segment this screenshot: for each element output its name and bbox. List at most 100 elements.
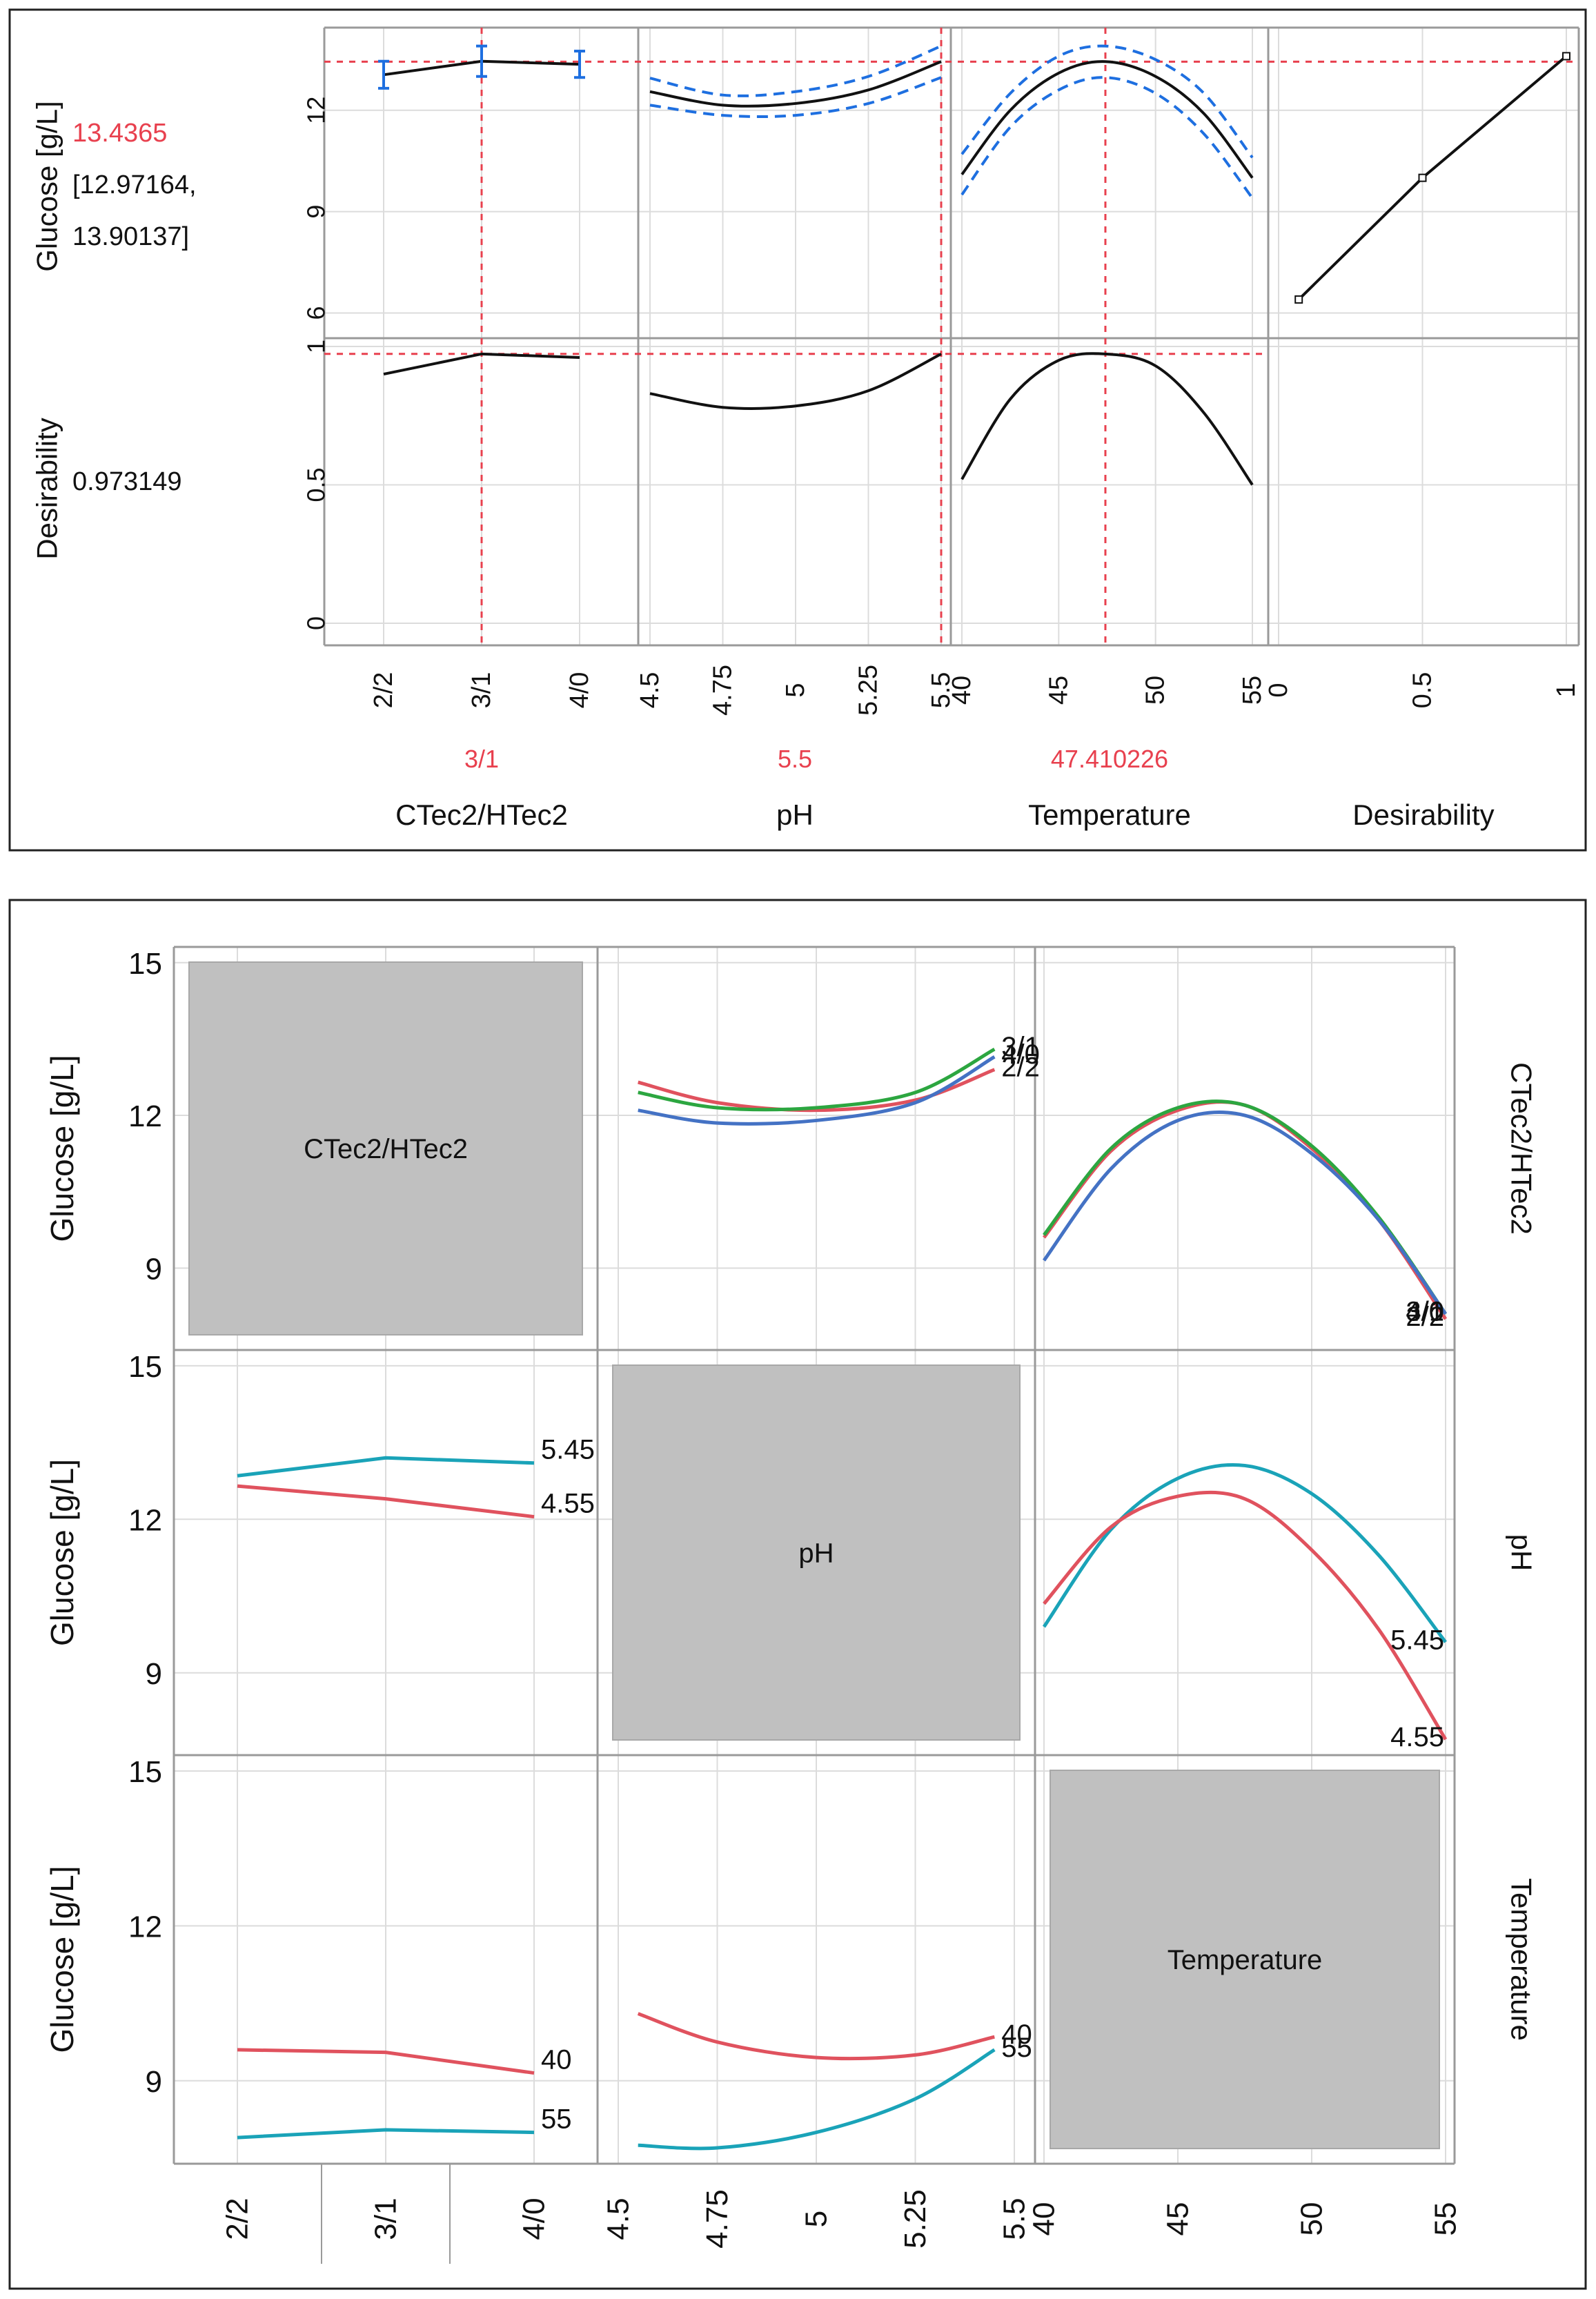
glucose-ci-lower: [12.97164, xyxy=(72,170,197,199)
desirability-x-tick: 0.5 xyxy=(1408,672,1437,709)
interaction-x-tick-ctec: 3/1 xyxy=(369,2198,403,2240)
glucose-y-tick: 12 xyxy=(302,97,331,124)
glucose-ci-upper: 13.90137] xyxy=(72,222,189,251)
interaction-series-line xyxy=(237,2048,535,2075)
factor-diagonal-cell xyxy=(612,1364,1021,1741)
interaction-series-label: 5.45 xyxy=(541,1435,595,1465)
ph-x-tick: 4.5 xyxy=(636,672,664,709)
interaction-series-label: 40 xyxy=(1001,2019,1032,2050)
interaction-y-axis-title: Glucose [g/L] xyxy=(44,1866,80,2053)
interaction-x-tick-temperature: 45 xyxy=(1161,2202,1195,2236)
ph-x-tick: 5.25 xyxy=(854,665,883,716)
interaction-series-line xyxy=(1042,1462,1447,1643)
ctec-factor-label: CTec2/HTec2 xyxy=(395,799,568,831)
interaction-x-tick-temperature: 50 xyxy=(1295,2202,1329,2236)
interaction-row-factor-label: CTec2/HTec2 xyxy=(1506,1062,1538,1235)
interaction-series-label: 4.55 xyxy=(541,1489,595,1519)
ph-x-tick: 5.5 xyxy=(927,672,956,709)
ph-factor-label: pH xyxy=(776,799,814,831)
desirability-axis-title: Desirability xyxy=(31,418,63,559)
desirability-y-tick: 1 xyxy=(302,340,331,353)
glucose-axis-title: Glucose [g/L] xyxy=(31,101,63,271)
interaction-series-line xyxy=(638,2048,996,2151)
ctec-x-tick: 2/2 xyxy=(369,672,398,709)
temp-glucose-lower-ci xyxy=(960,76,1254,199)
interaction-y-axis-title: Glucose [g/L] xyxy=(44,1055,80,1242)
interaction-y-tick: 15 xyxy=(128,1350,162,1384)
desirability-function-line xyxy=(1297,55,1568,301)
ph-desirability-trace xyxy=(649,353,942,410)
interaction-series-line xyxy=(237,2128,535,2140)
temperature-factor-label: Temperature xyxy=(1028,799,1191,831)
desirability-handle xyxy=(1418,173,1427,182)
interaction-series-line xyxy=(1043,1099,1448,1315)
interaction-x-tick-ph: 5.5 xyxy=(998,2198,1032,2240)
factor-diagonal-label: Temperature xyxy=(1168,1945,1323,1975)
interaction-series-label: 2/2 xyxy=(1001,1053,1040,1083)
factor-diagonal-label: CTec2/HTec2 xyxy=(304,1134,468,1164)
interaction-x-tick-temperature: 55 xyxy=(1429,2202,1463,2236)
ph-glucose-trace xyxy=(649,60,942,108)
interaction-series-label: 55 xyxy=(1001,2033,1032,2063)
ctec-x-tick: 4/0 xyxy=(565,672,594,709)
interaction-x-tick-ctec: 4/0 xyxy=(518,2198,551,2240)
desirability-x-tick: 0 xyxy=(1264,683,1293,697)
desirability-factor-label: Desirability xyxy=(1352,799,1494,831)
profiler-frame xyxy=(8,8,1587,852)
interaction-row-factor-label: pH xyxy=(1506,1534,1538,1572)
interaction-series-label: 5.45 xyxy=(1390,1625,1444,1655)
interaction-series-line xyxy=(1043,1100,1448,1320)
interaction-series-label: 2/2 xyxy=(1406,1302,1444,1332)
ph-x-tick: 4.75 xyxy=(709,665,738,716)
factor-diagonal-cell xyxy=(1050,1770,1440,2149)
interaction-series-label: 4.55 xyxy=(1390,1722,1444,1752)
interaction-y-tick: 12 xyxy=(128,1910,162,1944)
desirability-y-tick: 0.5 xyxy=(302,467,331,502)
interaction-series-line xyxy=(638,1047,996,1112)
interaction-y-tick: 15 xyxy=(128,1755,162,1789)
interaction-x-tick-temperature: 40 xyxy=(1027,2202,1061,2236)
ph-current-value: 5.5 xyxy=(778,745,812,773)
factor-diagonal-label: pH xyxy=(798,1538,834,1569)
temp-desirability-trace xyxy=(960,352,1254,486)
interaction-x-tick-ph: 4.75 xyxy=(700,2189,734,2249)
interaction-series-line xyxy=(637,2012,995,2061)
interaction-y-tick: 9 xyxy=(146,2065,162,2099)
interaction-series-line xyxy=(638,1055,996,1126)
interaction-frame xyxy=(8,899,1587,2290)
temperature-x-tick: 55 xyxy=(1238,676,1267,705)
temp-glucose-trace xyxy=(960,60,1254,179)
interaction-series-line xyxy=(237,1456,535,1478)
interaction-series-label: 40 xyxy=(541,2045,572,2075)
ctec-desirability-trace xyxy=(383,352,580,376)
interaction-series-label: 3/1 xyxy=(1406,1297,1444,1327)
interaction-y-tick: 15 xyxy=(128,947,162,981)
temp-glucose-upper-ci xyxy=(960,44,1254,159)
interaction-y-tick: 9 xyxy=(146,1252,162,1286)
interaction-series-line xyxy=(1043,1490,1448,1741)
desirability-current-value: 0.973149 xyxy=(72,467,182,496)
interaction-series-line xyxy=(1042,1110,1448,1315)
interaction-row-factor-label: Temperature xyxy=(1506,1878,1538,2041)
interaction-y-tick: 9 xyxy=(146,1657,162,1691)
desirability-y-tick: 0 xyxy=(302,616,331,630)
interaction-y-tick: 12 xyxy=(128,1099,162,1133)
interaction-x-tick-ph: 5.25 xyxy=(898,2189,932,2249)
interaction-series-label: 4/0 xyxy=(1001,1039,1040,1070)
interaction-x-tick-ctec: 2/2 xyxy=(221,2198,255,2240)
ctec-x-tick: 3/1 xyxy=(467,672,496,709)
glucose-current-value: 13.4365 xyxy=(72,119,167,148)
ph-glucose-lower-ci xyxy=(649,76,942,119)
desirability-handle xyxy=(1294,295,1303,304)
factor-diagonal-cell xyxy=(188,961,583,1336)
glucose-y-tick: 6 xyxy=(302,306,331,320)
interaction-series-line xyxy=(237,1484,535,1519)
ctec-current-value: 3/1 xyxy=(464,745,499,773)
temperature-x-tick: 45 xyxy=(1044,676,1073,705)
interaction-x-tick-ph: 4.5 xyxy=(602,2198,636,2240)
temperature-x-tick: 40 xyxy=(947,676,976,705)
interaction-y-axis-title: Glucose [g/L] xyxy=(44,1459,80,1646)
interaction-series-label: 4/0 xyxy=(1406,1297,1444,1327)
temperature-current-value: 47.410226 xyxy=(1051,745,1168,773)
